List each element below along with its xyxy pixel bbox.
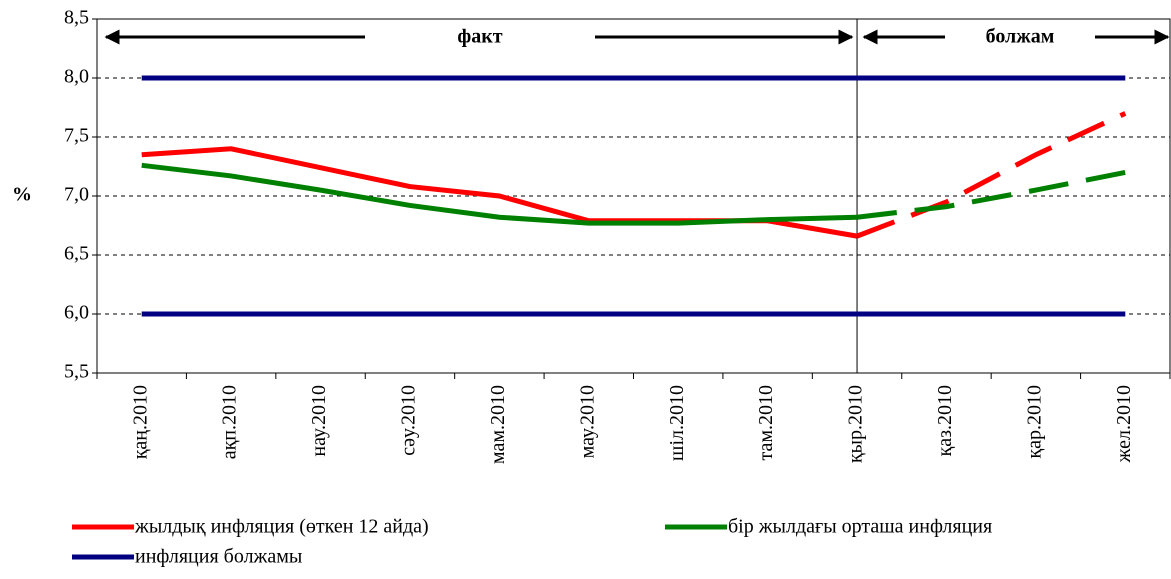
y-tick-label: 7,0	[64, 184, 89, 206]
x-tick-label: қар.2010	[1023, 385, 1045, 459]
x-tick-label: қыр.2010	[845, 385, 867, 463]
legend-label: жылдық инфляция (өткен 12 айда)	[134, 516, 429, 538]
x-tick-label: мам.2010	[487, 385, 509, 464]
series-line-forecast	[856, 111, 1127, 239]
series-line	[141, 146, 858, 239]
y-tick-label: 6,5	[64, 243, 89, 265]
x-tick-label: шіл.2010	[666, 385, 688, 461]
x-tick-label: сәу.2010	[398, 385, 420, 456]
annotation: факт	[457, 26, 502, 48]
annotation: болжам	[986, 26, 1055, 48]
y-tick-label: 5,5	[64, 361, 89, 383]
x-tick-label: жел.2010	[1113, 385, 1135, 463]
x-tick-label: там.2010	[755, 385, 777, 461]
x-tick-label: ақп.2010	[219, 385, 241, 459]
y-tick-label: 8,0	[64, 66, 89, 88]
y-tick-label: 8,5	[64, 7, 89, 29]
legend-label: бір жылдағы орташа инфляция	[728, 516, 992, 538]
x-tick-label: қаз.2010	[934, 385, 956, 457]
series-line-forecast	[856, 169, 1126, 220]
x-tick-label: мау.2010	[576, 385, 598, 458]
y-axis-label: %	[12, 184, 32, 206]
x-tick-label: нау.2010	[308, 385, 330, 457]
x-tick-label: қаң.2010	[129, 385, 151, 459]
y-tick-label: 6,0	[64, 302, 89, 324]
legend-label: инфляция болжамы	[135, 546, 302, 568]
series-line	[141, 162, 858, 226]
y-tick-label: 7,5	[64, 125, 89, 147]
